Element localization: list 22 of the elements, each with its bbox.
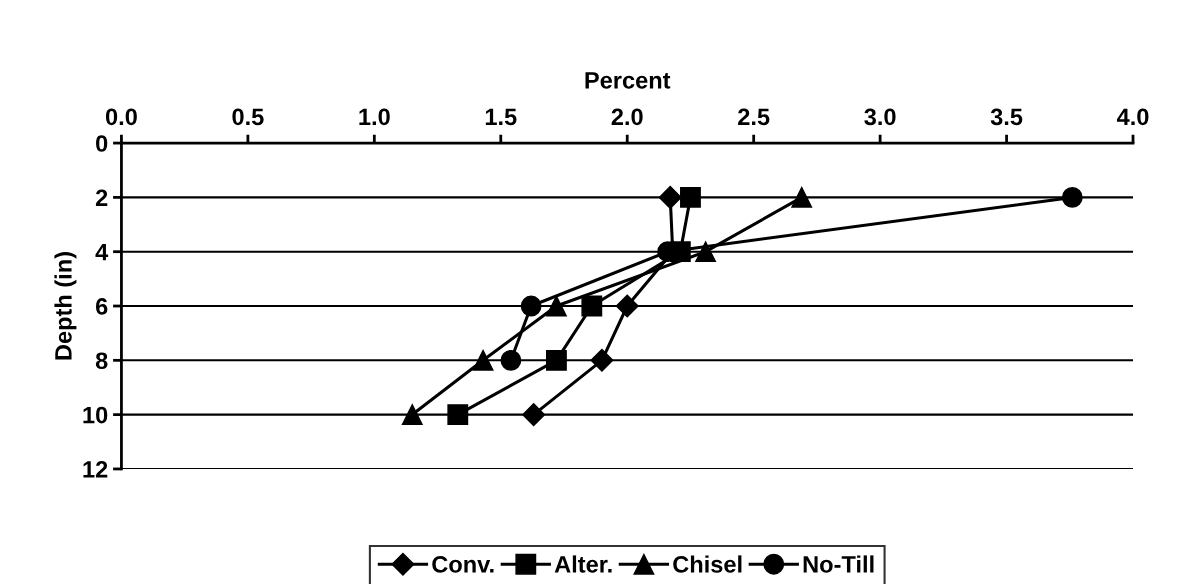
x-tick-label: 3.5 <box>990 108 1023 126</box>
legend-label: Chisel <box>673 555 742 573</box>
x-tick-label: 4.0 <box>1116 108 1149 126</box>
legend-label: Alter. <box>554 555 612 573</box>
y-tick-label: 10 <box>83 406 108 424</box>
y-tick-label: 8 <box>95 352 108 370</box>
legend-label: No-Till <box>803 555 874 573</box>
x-tick-label: 3.0 <box>864 108 896 126</box>
x-tick-label: 0.0 <box>105 108 137 126</box>
y-tick-label: 2 <box>95 189 108 206</box>
y-tick-label: 0 <box>96 135 108 152</box>
x-axis-title: Percent <box>585 72 671 89</box>
y-tick-label: 6 <box>95 298 108 315</box>
y-axis-title: Depth (in) <box>54 252 77 360</box>
x-tick-label: 2.5 <box>738 108 770 126</box>
legend-label: Conv. <box>432 556 494 573</box>
x-tick-label: 1.5 <box>485 108 517 126</box>
x-tick-label: 1.0 <box>359 108 390 126</box>
x-tick-label: 0.5 <box>232 108 264 126</box>
y-tick-label: 4 <box>95 244 109 261</box>
x-tick-label: 2.0 <box>611 108 643 126</box>
y-tick-label: 12 <box>83 461 108 478</box>
